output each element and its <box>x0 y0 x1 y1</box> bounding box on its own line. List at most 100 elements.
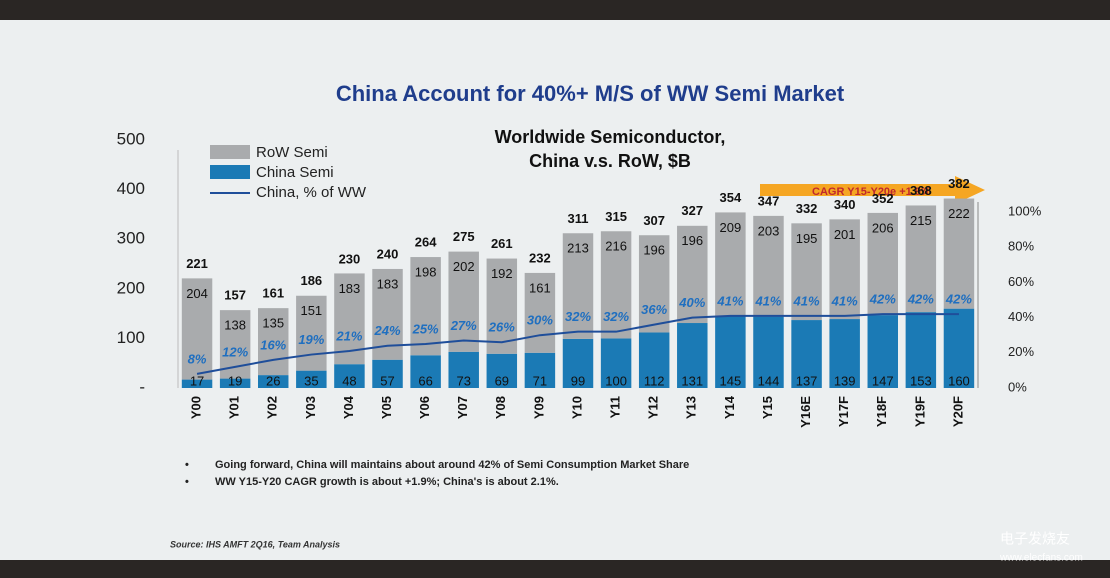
value-label: 112 <box>644 373 665 388</box>
watermark: www.elecfans.com <box>999 553 1083 564</box>
note: Going forward, China will maintains abou… <box>215 459 689 471</box>
value-label: 48 <box>342 373 356 388</box>
value-label: 131 <box>681 373 703 388</box>
value-label: 160 <box>948 373 970 388</box>
x-tick-label: Y03 <box>303 396 318 419</box>
bar <box>181 379 213 388</box>
value-label: 198 <box>415 264 437 279</box>
cagr-arrow <box>760 176 985 204</box>
total-label: 315 <box>605 209 627 224</box>
line-label: 21% <box>335 328 362 343</box>
y-tick-label: 200 <box>117 278 145 297</box>
x-tick-label: Y05 <box>379 396 394 419</box>
value-label: 144 <box>758 373 780 388</box>
bar <box>829 319 860 388</box>
bar <box>448 351 479 388</box>
y2-tick-label: 0% <box>1008 379 1027 394</box>
value-label: 183 <box>377 276 399 291</box>
bar <box>334 364 365 388</box>
bar <box>715 212 746 317</box>
x-tick-label: Y17F <box>836 396 851 427</box>
value-label: 17 <box>190 373 204 388</box>
line <box>196 313 959 375</box>
value-label: 222 <box>948 206 970 221</box>
bar <box>715 316 746 388</box>
line-label: 41% <box>831 293 858 308</box>
line-label: 8% <box>188 351 207 366</box>
value-label: 73 <box>456 373 470 388</box>
y-tick-label: 500 <box>117 129 145 148</box>
x-tick-label: Y12 <box>646 396 661 419</box>
bar <box>296 295 327 371</box>
total-label: 354 <box>720 190 742 205</box>
x-tick-label: Y07 <box>455 396 470 419</box>
legend-swatch <box>210 165 250 179</box>
line-label: 25% <box>412 321 439 336</box>
value-label: 203 <box>758 223 780 238</box>
y-tick-label: 300 <box>117 229 145 248</box>
x-tick-label: Y14 <box>722 395 737 419</box>
value-label: 135 <box>262 316 284 331</box>
value-label: 202 <box>453 259 475 274</box>
line-label: 40% <box>678 295 705 310</box>
x-tick-label: Y01 <box>227 396 242 419</box>
total-label: 161 <box>262 286 284 301</box>
x-tick-label: Y15 <box>760 396 775 419</box>
value-label: 66 <box>418 373 432 388</box>
value-label: 71 <box>533 373 547 388</box>
value-label: 192 <box>491 266 513 281</box>
line-label: 42% <box>945 292 972 307</box>
y2-tick-label: 20% <box>1008 344 1034 359</box>
x-tick-label: Y08 <box>493 396 508 419</box>
bar <box>524 352 556 388</box>
value-label: 196 <box>643 243 665 258</box>
bar <box>867 212 898 316</box>
bar <box>943 308 975 388</box>
value-label: 161 <box>529 280 551 295</box>
bar <box>791 320 822 388</box>
bar <box>753 215 784 317</box>
bar <box>562 233 594 339</box>
value-label: 213 <box>567 241 589 256</box>
line-label: 26% <box>488 320 515 335</box>
value-label: 138 <box>224 318 246 333</box>
bar <box>296 370 327 388</box>
y2-tick-label: 100% <box>1008 203 1042 218</box>
x-tick-label: Y20F <box>950 396 965 427</box>
x-tick-label: Y18F <box>874 396 889 427</box>
total-label: 157 <box>224 288 246 303</box>
note: • <box>185 476 189 488</box>
bar <box>448 251 479 352</box>
value-label: 99 <box>571 373 585 388</box>
value-label: 57 <box>380 373 394 388</box>
line-label: 32% <box>565 309 591 324</box>
value-label: 19 <box>228 373 242 388</box>
line-label: 41% <box>754 293 781 308</box>
bar <box>867 315 898 388</box>
total-label: 232 <box>529 250 551 265</box>
line-label: 30% <box>527 313 553 328</box>
bar <box>829 219 860 320</box>
y-tick-label: 100 <box>117 328 145 347</box>
x-tick-label: Y19F <box>912 396 927 427</box>
bar <box>600 231 632 339</box>
line-label: 36% <box>641 302 667 317</box>
line-label: 16% <box>260 337 286 352</box>
value-label: 209 <box>720 220 742 235</box>
bar <box>600 338 632 388</box>
value-label: 183 <box>339 281 361 296</box>
bar <box>524 272 556 353</box>
x-tick-label: Y06 <box>417 396 432 419</box>
total-label: 240 <box>377 246 399 261</box>
value-label: 153 <box>910 373 932 388</box>
bar <box>905 312 937 388</box>
legend-label: China, % of WW <box>256 184 367 201</box>
value-label: 195 <box>796 231 818 246</box>
value-label: 147 <box>872 373 894 388</box>
value-label: 206 <box>872 220 894 235</box>
y2-tick-label: 80% <box>1008 239 1034 254</box>
annotation: CAGR Y15-Y20e +1.9% <box>812 186 931 198</box>
chart-title: China v.s. RoW, $B <box>529 151 691 171</box>
bar <box>638 235 670 333</box>
